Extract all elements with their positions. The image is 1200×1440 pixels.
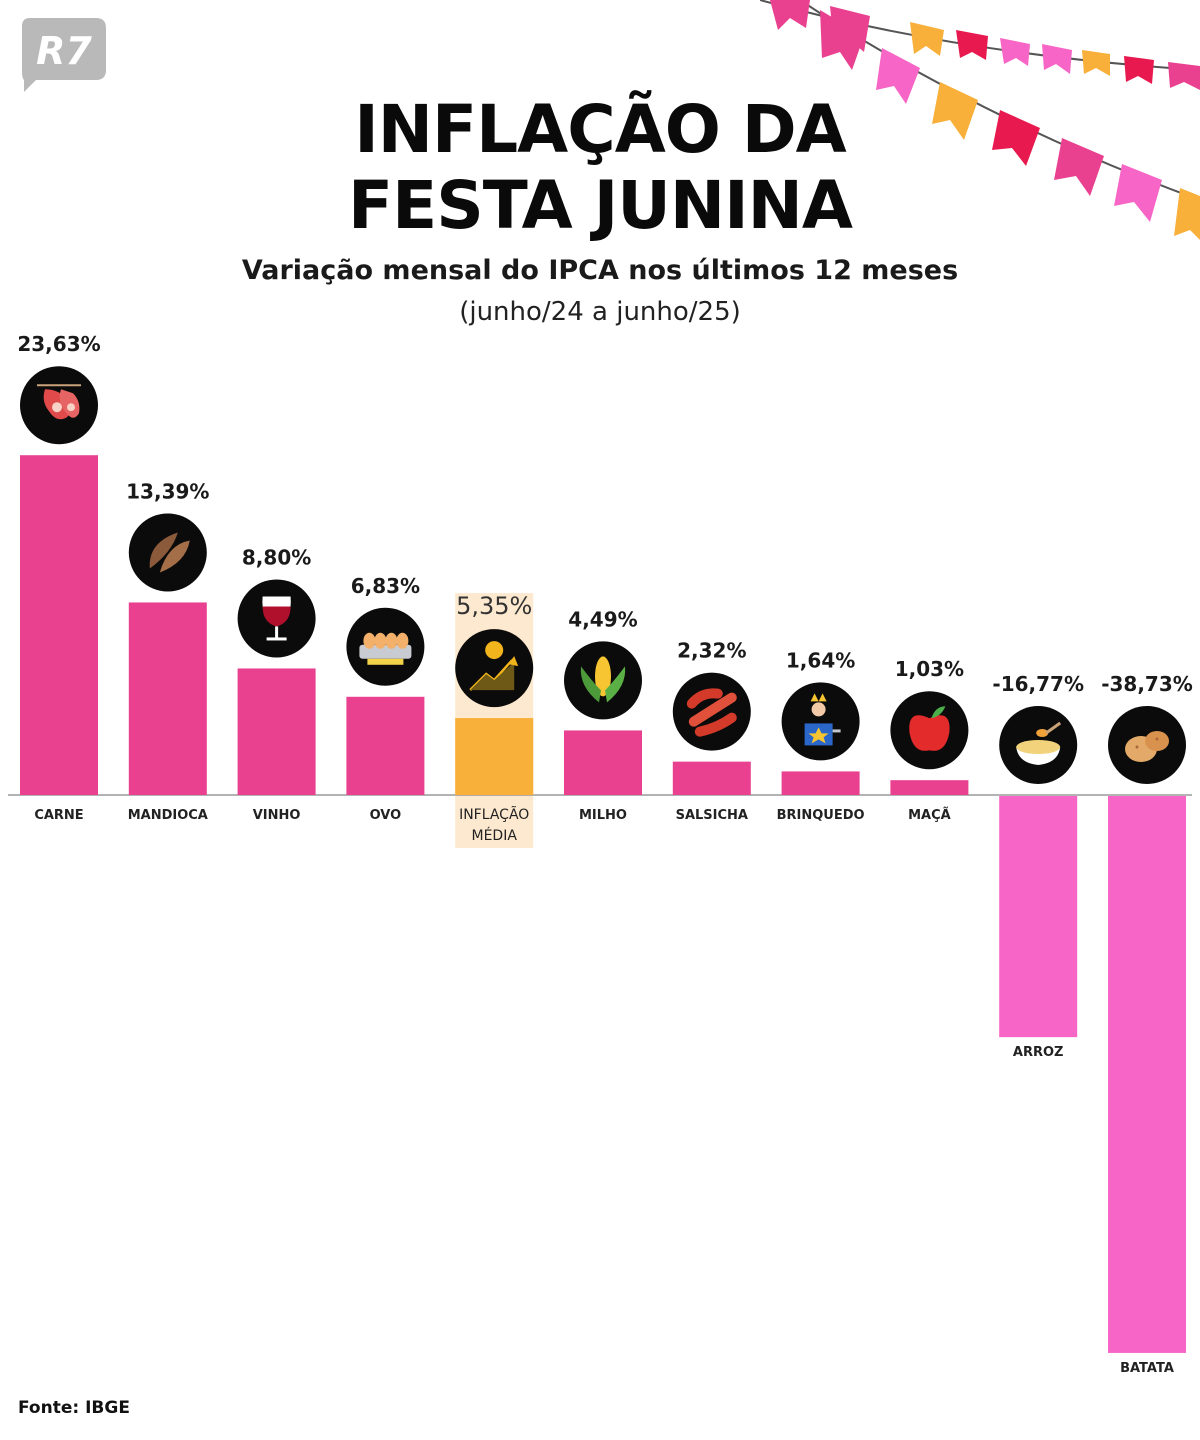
category-label: BATATA — [1120, 1361, 1174, 1376]
bar-vinho — [237, 668, 316, 795]
value-label: 13,39% — [126, 479, 209, 503]
category-label: SALSICHA — [676, 808, 748, 823]
sausage-icon — [672, 672, 751, 751]
category-label: VINHO — [253, 808, 301, 823]
bar-ovo — [346, 696, 425, 795]
category-label: MANDIOCA — [128, 808, 208, 823]
category-label: ARROZ — [1013, 1045, 1064, 1060]
logo-text: R7 — [36, 29, 92, 73]
corn-icon — [564, 641, 642, 720]
value-label: 1,64% — [786, 648, 855, 672]
category-label: BRINQUEDO — [777, 808, 865, 823]
bar-carne — [20, 455, 98, 795]
cassava-icon — [128, 513, 207, 592]
value-label: 5,35% — [456, 592, 532, 620]
value-label: 6,83% — [351, 574, 420, 598]
wine-glass-icon — [237, 579, 316, 658]
chart-period: (junho/24 a junho/25) — [459, 297, 741, 327]
value-label: 2,32% — [677, 639, 746, 663]
bar-inflação-média — [455, 718, 534, 795]
category-label: MAÇÃ — [908, 807, 951, 823]
bar-arroz — [999, 796, 1078, 1038]
chart-subtitle: Variação mensal do IPCA nos últimos 12 m… — [241, 255, 959, 286]
festa-bunting-decoration — [760, 0, 1200, 240]
bar-milho — [564, 730, 642, 795]
bar-brinquedo — [781, 771, 860, 795]
eggs-icon — [346, 607, 425, 686]
r7-logo: R7 — [22, 18, 106, 92]
value-label: 1,03% — [895, 657, 964, 681]
potato-icon — [1108, 706, 1186, 784]
category-label: OVO — [370, 808, 402, 823]
value-label: 4,49% — [568, 607, 637, 631]
title-line-2: FESTA JUNINA — [348, 167, 853, 244]
meat-icon — [20, 366, 98, 445]
bar-batata — [1108, 796, 1186, 1353]
bar-maçã — [890, 780, 969, 795]
category-label: MILHO — [579, 808, 627, 823]
growth-chart-icon — [455, 629, 534, 708]
rice-icon — [999, 706, 1078, 784]
category-label: MÉDIA — [471, 827, 517, 844]
bar-salsicha — [672, 761, 751, 795]
page-title: INFLAÇÃO DA FESTA JUNINA — [0, 92, 1200, 244]
category-label: INFLAÇÃO — [459, 806, 529, 823]
value-label: -16,77% — [992, 672, 1084, 696]
bar-mandioca — [128, 602, 207, 795]
value-label: 8,80% — [242, 545, 311, 569]
apple-icon — [890, 691, 969, 770]
value-label: -38,73% — [1101, 672, 1193, 696]
jack-in-the-box-icon — [781, 682, 860, 761]
value-label: 23,63% — [17, 332, 100, 356]
category-label: CARNE — [34, 808, 83, 823]
source-note: Fonte: IBGE — [18, 1398, 130, 1418]
title-line-1: INFLAÇÃO DA — [354, 91, 846, 168]
